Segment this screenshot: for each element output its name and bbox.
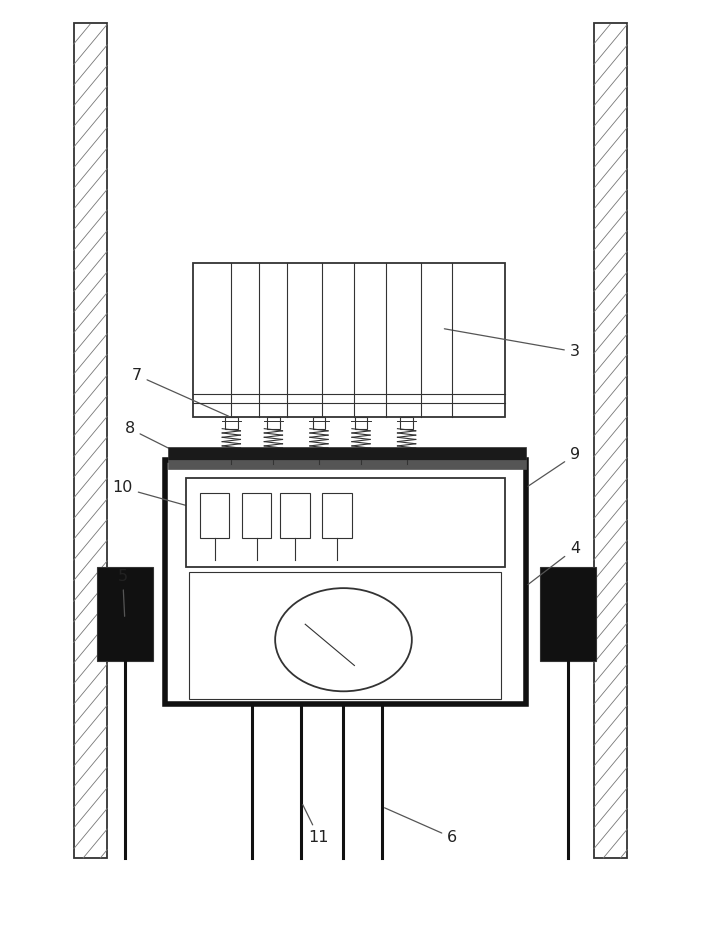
Text: 3: 3 [444, 329, 580, 359]
Bar [168, 460, 526, 469]
Bar [594, 23, 627, 858]
Bar [193, 263, 505, 417]
Bar [313, 417, 325, 429]
Text: 9: 9 [528, 447, 580, 486]
Bar [355, 417, 367, 429]
Bar [200, 493, 229, 538]
Text: 6: 6 [385, 808, 457, 845]
Text: 4: 4 [528, 541, 580, 584]
Bar [267, 417, 280, 429]
Bar [74, 23, 107, 858]
Text: 10: 10 [112, 480, 204, 510]
Bar [97, 567, 153, 661]
Bar [280, 493, 310, 538]
Bar [322, 493, 352, 538]
Text: 5: 5 [118, 569, 128, 616]
Ellipse shape [275, 588, 412, 691]
Bar [242, 493, 271, 538]
Text: 11: 11 [303, 805, 329, 845]
Bar [400, 417, 413, 429]
Bar [225, 417, 238, 429]
Text: 7: 7 [132, 368, 229, 416]
Bar [540, 567, 596, 661]
Bar [168, 447, 526, 460]
Bar [186, 478, 505, 567]
Text: 8: 8 [125, 421, 183, 456]
Bar [189, 572, 501, 699]
Bar [165, 460, 526, 704]
